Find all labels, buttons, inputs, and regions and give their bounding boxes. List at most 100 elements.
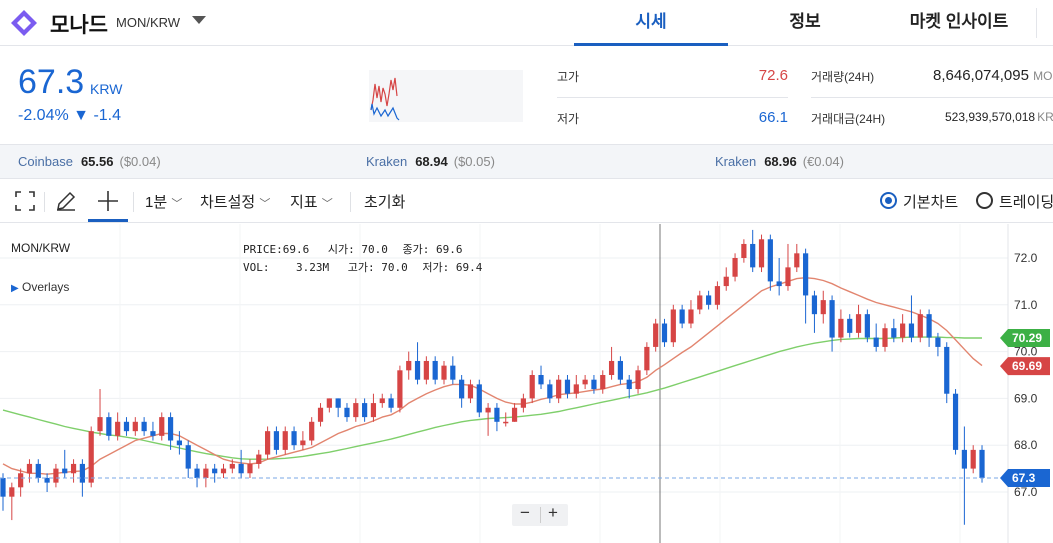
candle-body bbox=[335, 398, 341, 408]
candle-body bbox=[379, 398, 385, 404]
candle-body bbox=[176, 440, 182, 446]
candle-body bbox=[397, 370, 403, 408]
tab-price[interactable]: 시세 bbox=[574, 0, 728, 46]
candle-body bbox=[106, 417, 112, 436]
candle-body bbox=[864, 314, 870, 338]
reset-button[interactable]: 초기화 bbox=[364, 194, 406, 211]
candle-body bbox=[900, 323, 906, 338]
candle-body bbox=[423, 360, 429, 380]
candle-body bbox=[185, 445, 191, 469]
candle-body bbox=[291, 431, 297, 446]
candle-body bbox=[644, 346, 650, 371]
exchange-item: Kraken 68.96 (€0.04) bbox=[715, 154, 844, 169]
candle-body bbox=[811, 295, 818, 315]
basic-chart-radio[interactable] bbox=[880, 192, 897, 209]
high-value: 70.0 bbox=[381, 261, 408, 274]
candle-body bbox=[714, 286, 721, 305]
y-tick-label: 70.0 bbox=[1014, 345, 1038, 359]
volume-unit: MON bbox=[1033, 69, 1053, 83]
exchange-name: Kraken bbox=[715, 154, 757, 169]
candle-body bbox=[926, 314, 932, 338]
candle-body bbox=[123, 421, 130, 432]
crosshair-tool[interactable] bbox=[88, 180, 128, 222]
candle-body bbox=[820, 300, 826, 315]
candle-body bbox=[229, 463, 235, 469]
chart-canvas[interactable]: 67.0 68.0 69.0 70.0 71.0 72.0 70.29 69.69 67.3 bbox=[0, 224, 1053, 543]
sparkline-chart bbox=[369, 70, 523, 122]
basic-chart-label[interactable]: 기본차트 bbox=[903, 194, 959, 211]
candle-body bbox=[873, 337, 879, 347]
candle-body bbox=[459, 379, 465, 399]
low-value: 69.4 bbox=[455, 261, 483, 274]
candle-body bbox=[88, 431, 94, 483]
exchange-item: Kraken 68.94 ($0.05) bbox=[366, 154, 495, 169]
low-label: 저가 bbox=[557, 112, 580, 126]
tradingview-label[interactable]: 트레이딩 bbox=[999, 194, 1053, 211]
candle-body bbox=[26, 463, 33, 474]
candle-body bbox=[79, 463, 85, 483]
y-tick-label: 67.0 bbox=[1014, 485, 1038, 499]
fullscreen-icon[interactable] bbox=[14, 190, 36, 212]
candle-body bbox=[44, 477, 50, 483]
crosshair-icon bbox=[98, 191, 118, 211]
candlestick-chart[interactable]: 67.0 68.0 69.0 70.0 71.0 72.0 70.29 69.69 67.3 M… bbox=[0, 224, 1053, 543]
exchange-price: 68.96 bbox=[764, 154, 797, 169]
candle-body bbox=[697, 295, 703, 310]
indicators-select[interactable]: 지표 ﹀ bbox=[290, 191, 333, 212]
price-panel: 67.3 KRW -2.04% ▼ -1.4 고가 72.6 저가 66.1 거… bbox=[0, 47, 1053, 144]
candle-body bbox=[520, 398, 526, 408]
candle-body bbox=[556, 379, 562, 399]
candle-body bbox=[132, 421, 138, 432]
candle-body bbox=[150, 431, 156, 436]
exchange-price: 68.94 bbox=[415, 154, 448, 169]
tab-divider bbox=[1036, 8, 1037, 38]
zoom-in-button[interactable]: + bbox=[548, 503, 558, 522]
candle-body bbox=[362, 403, 368, 418]
ohlc-row-2: VOL: 3.23M 고가: 70.0 저가: 69.4 bbox=[243, 259, 482, 275]
candle-body bbox=[758, 239, 765, 268]
price-label: PRICE: bbox=[243, 243, 283, 256]
candle-body bbox=[238, 463, 244, 474]
candle-body bbox=[582, 379, 588, 385]
candle-body bbox=[803, 253, 809, 296]
exchange-converted: ($0.05) bbox=[453, 154, 495, 169]
candle-body bbox=[591, 379, 597, 390]
candle-body bbox=[538, 375, 544, 385]
candle-body bbox=[970, 449, 976, 469]
price-unit: KRW bbox=[90, 81, 123, 97]
candle-body bbox=[503, 421, 509, 424]
coin-select-chevron-down-icon[interactable] bbox=[192, 16, 206, 24]
divider bbox=[811, 97, 1053, 98]
interval-select[interactable]: 1분 ﹀ bbox=[145, 191, 182, 212]
pencil-icon[interactable] bbox=[55, 190, 77, 212]
low-label: 저가: bbox=[422, 261, 450, 274]
candle-body bbox=[661, 323, 668, 343]
volume-number: 8,646,074,095 bbox=[933, 67, 1029, 84]
low-value: 66.1 bbox=[758, 109, 788, 126]
candle-body bbox=[653, 323, 659, 347]
tab-market-insight[interactable]: 마켓 인사이트 bbox=[909, 12, 1009, 31]
indicators-label: 지표 bbox=[290, 194, 318, 211]
tradingview-radio[interactable] bbox=[976, 192, 993, 209]
chart-settings-label: 차트설정 bbox=[200, 194, 256, 211]
toolbar-separator bbox=[44, 192, 45, 212]
chart-settings-select[interactable]: 차트설정 ﹀ bbox=[200, 191, 270, 212]
overlays-toggle[interactable]: ▶ Overlays bbox=[11, 280, 69, 294]
candle-body bbox=[600, 375, 606, 390]
current-price: 67.3 bbox=[18, 63, 85, 101]
candle-body bbox=[529, 375, 535, 399]
candle-body bbox=[785, 267, 791, 287]
candle-body bbox=[309, 421, 315, 441]
candle-body bbox=[608, 360, 615, 375]
exchange-converted: (€0.04) bbox=[802, 154, 844, 169]
candle-body bbox=[97, 417, 103, 432]
candle-body bbox=[706, 295, 712, 305]
candle-body bbox=[476, 384, 482, 413]
tab-info[interactable]: 정보 bbox=[789, 12, 821, 31]
exchange-price-bar: Coinbase 65.56 ($0.04) Kraken 68.94 ($0.05) … bbox=[0, 144, 1053, 179]
amount-value: 523,939,570,018KRW bbox=[905, 110, 1053, 124]
candle-body bbox=[441, 365, 447, 380]
candle-body bbox=[265, 431, 271, 455]
candle-body bbox=[838, 318, 844, 338]
zoom-out-button[interactable]: − bbox=[520, 503, 530, 522]
